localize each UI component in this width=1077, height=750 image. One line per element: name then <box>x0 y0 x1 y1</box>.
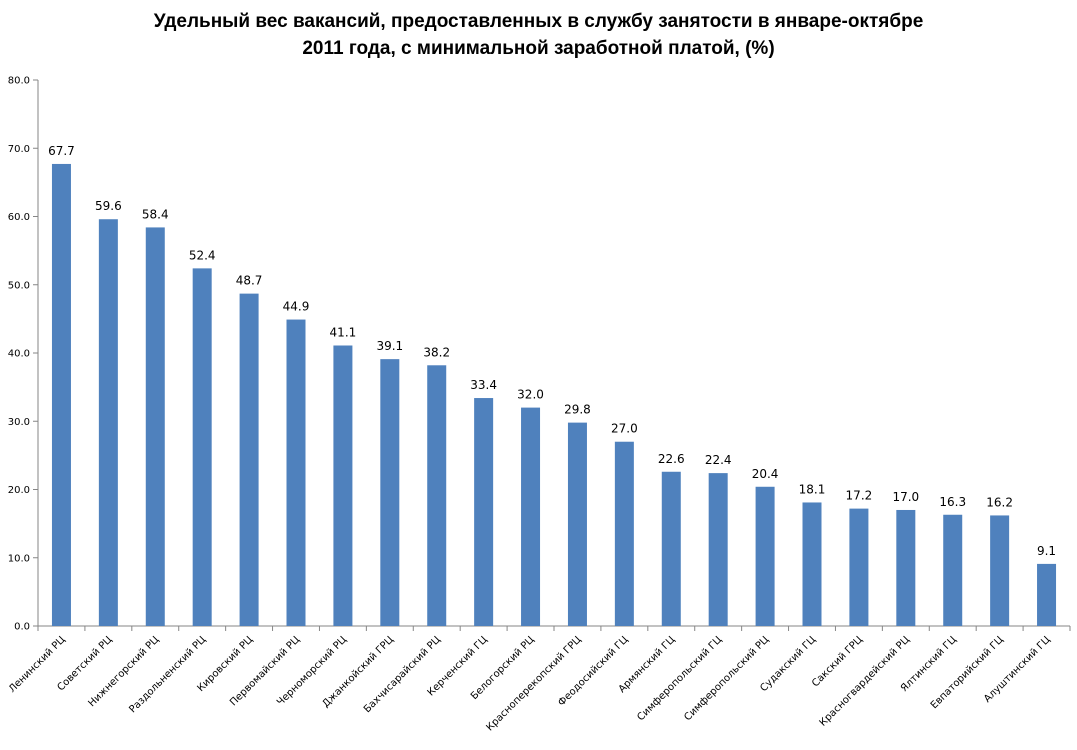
data-label: 20.4 <box>752 467 779 481</box>
y-axis: 0.0 10.0 20.0 30.0 40.0 50.0 60.0 70.0 80.0 <box>8 76 39 633</box>
bar <box>896 509 916 626</box>
chart-title-line-1: Удельный вес вакансий, предоставленных в… <box>153 11 924 32</box>
category-label: Красногвардейский РЦ <box>818 634 913 729</box>
y-tick-label: 30.0 <box>8 417 30 428</box>
data-label: 17.0 <box>892 490 919 504</box>
data-label: 41.1 <box>330 325 357 339</box>
y-tick-label: 50.0 <box>8 280 30 291</box>
data-label: 52.4 <box>189 248 216 262</box>
data-label: 59.6 <box>95 199 122 213</box>
bar <box>614 441 634 626</box>
bar <box>427 365 447 626</box>
bar <box>990 515 1010 626</box>
bar <box>380 359 400 626</box>
data-label: 38.2 <box>423 345 450 359</box>
y-tick-label: 40.0 <box>8 349 30 360</box>
data-label: 44.9 <box>283 300 310 314</box>
data-label: 22.6 <box>658 452 685 466</box>
bar <box>755 486 775 626</box>
category-label: Раздольненский РЦ <box>127 634 208 715</box>
bar <box>98 219 118 627</box>
bar <box>567 422 587 626</box>
bar <box>943 514 963 626</box>
y-tick-label: 20.0 <box>8 485 30 496</box>
data-label: 48.7 <box>236 274 263 288</box>
data-label: 22.4 <box>705 453 732 467</box>
bar <box>661 471 681 626</box>
y-tick-label: 10.0 <box>8 553 30 564</box>
bar <box>286 319 306 626</box>
bar <box>239 293 259 626</box>
data-label: 58.4 <box>142 207 169 221</box>
bar <box>1037 563 1057 626</box>
y-tick-label: 60.0 <box>8 212 30 223</box>
x-axis <box>37 625 1071 631</box>
data-labels: 67.7 59.6 58.4 52.4 48.7 44.9 41.1 39.1 38.2 33.4… <box>48 144 1056 558</box>
data-label: 27.0 <box>611 422 638 436</box>
data-label: 16.3 <box>939 495 966 509</box>
data-label: 16.2 <box>986 495 1013 509</box>
y-tick-label: 0.0 <box>14 622 30 633</box>
data-label: 39.1 <box>376 339 403 353</box>
chart-title-line-2: 2011 года, с минимальной заработной плат… <box>302 38 775 59</box>
category-label: Красноперекопский ГРЦ <box>484 634 583 733</box>
data-label: 18.1 <box>799 482 826 496</box>
bar <box>145 227 165 627</box>
bar <box>474 398 494 626</box>
data-label: 17.2 <box>846 489 873 503</box>
bars <box>51 163 1057 627</box>
category-label: Симферопольский ГЦ <box>635 634 724 723</box>
chart-title: Удельный вес вакансий, предоставленных в… <box>0 8 1077 62</box>
category-label: Симферопольский РЦ <box>682 634 771 723</box>
category-label: Бахчисарайский РЦ <box>362 634 443 715</box>
y-tick-label: 80.0 <box>8 76 30 87</box>
bar <box>521 407 541 626</box>
data-label: 67.7 <box>48 144 75 158</box>
bar <box>802 502 822 626</box>
bar <box>192 268 212 626</box>
data-label: 29.8 <box>564 403 591 417</box>
bar <box>849 508 869 626</box>
y-tick-label: 70.0 <box>8 144 30 155</box>
data-label: 33.4 <box>470 378 497 392</box>
bar <box>333 345 353 626</box>
bar <box>708 473 728 626</box>
bar <box>51 163 71 626</box>
data-label: 9.1 <box>1037 544 1056 558</box>
data-label: 32.0 <box>517 388 544 402</box>
